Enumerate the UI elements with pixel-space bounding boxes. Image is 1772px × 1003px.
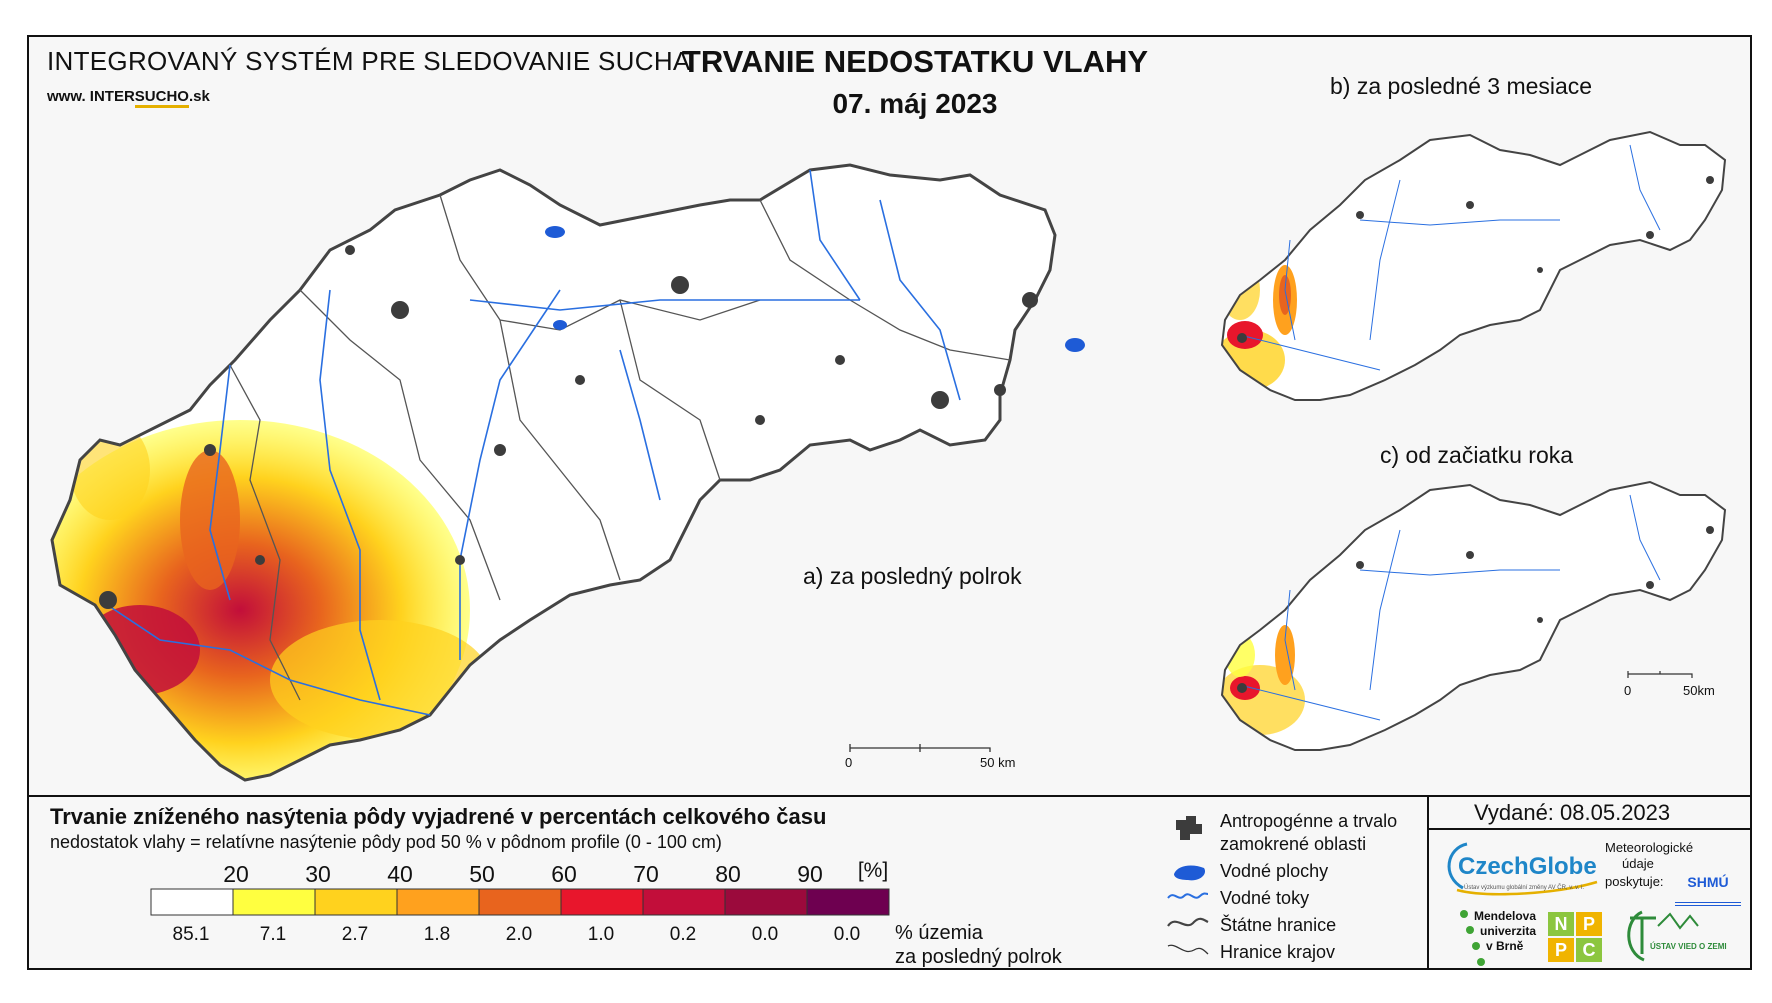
threshold-unit: [%] [857, 859, 889, 882]
nppc-letter: N [1548, 912, 1574, 936]
map-c-country [1222, 482, 1725, 750]
color-scale-class [396, 888, 480, 916]
percentage-value: 7.1 [259, 924, 287, 945]
legend-top-rule [27, 795, 1752, 797]
threshold-label: 40 [387, 861, 413, 887]
percentage-value: 85.1 [172, 924, 210, 945]
color-scale-class [560, 888, 644, 916]
main-scale-bar [849, 744, 991, 752]
threshold-label: 30 [305, 861, 331, 887]
urban-symbol-icon [1176, 816, 1202, 840]
map-b-rivers [1239, 144, 1661, 371]
color-scale-class [642, 888, 726, 916]
meteo-line3: poskytuje: [1605, 874, 1664, 889]
map-c-urban-areas [1237, 526, 1714, 693]
map-c-rivers [1239, 494, 1661, 721]
system-title: INTEGROVANÝ SYSTÉM PRE SLEDOVANIE SUCHA [47, 46, 691, 76]
map-date: 07. máj 2023 [832, 88, 998, 119]
threshold-label: 20 [223, 861, 249, 887]
percentage-value: 0.0 [751, 924, 779, 945]
color-scale-bar [150, 888, 890, 916]
percentage-value: 0.2 [669, 924, 697, 945]
shmu-logo: SHMÚ [1675, 862, 1741, 906]
nppc-letter: P [1548, 938, 1574, 962]
percentage-value: 1.0 [587, 924, 615, 945]
czechglobe-name: CzechGlobe [1458, 853, 1597, 880]
legend-water-bodies: Vodné plochy [1220, 861, 1329, 881]
legend-divider [1427, 795, 1429, 970]
nppc-logo: N P P C [1548, 912, 1602, 962]
website-name-underlined: SUCHO [134, 88, 189, 108]
legend-urban-line1: Antropogénne a trvalo [1220, 811, 1398, 831]
mendel-dot [1472, 942, 1480, 950]
percentage-value: 2.7 [341, 924, 369, 945]
threshold-label: 70 [633, 861, 659, 887]
mendel-dot [1477, 958, 1485, 966]
nppc-letter: C [1576, 938, 1602, 962]
website-suffix: .sk [188, 88, 210, 105]
small-scale-bar [1627, 671, 1693, 678]
river-icon [1167, 892, 1209, 899]
map-title: TRVANIE NEDOSTATKU VLAHY [681, 44, 1149, 79]
main-scale-end: 50 km [980, 755, 1016, 770]
pct-caption-2: za posledný polrok [895, 946, 1062, 968]
mendel-dot [1460, 910, 1468, 918]
map-b-label: b) za posledné 3 mesiace [1330, 73, 1593, 99]
legend-title: Trvanie zníženého nasýtenia pôdy vyjadre… [50, 804, 827, 829]
main-map-water-bodies [545, 226, 1085, 352]
color-scale-class [314, 888, 398, 916]
mendel-dot [1466, 926, 1474, 934]
mendel-line3: v Brně [1486, 939, 1524, 953]
small-scale-end: 50km [1683, 683, 1715, 698]
main-map-rivers [99, 169, 961, 716]
main-map-country [50, 163, 1057, 782]
color-scale-class [232, 888, 316, 916]
map-last-3-months [1220, 130, 1727, 401]
small-scale-zero: 0 [1624, 683, 1632, 698]
mendel-line1: Mendelova [1474, 909, 1537, 923]
percentage-value: 1.8 [423, 924, 451, 945]
map-a-label: a) za posledný polrok [803, 563, 1022, 589]
legend-state-border: Štátne hranice [1220, 915, 1337, 935]
percentage-value: 0.0 [833, 924, 861, 945]
threshold-label: 80 [715, 861, 741, 887]
color-scale-class [724, 888, 808, 916]
issued-rule [1427, 828, 1752, 830]
main-scale-zero: 0 [845, 755, 853, 770]
legend-subtitle: nedostatok vlahy = relatívne nasýtenie p… [50, 832, 722, 852]
main-map-urban-areas [99, 245, 1038, 609]
uvz-name: ÚSTAV VIED O ZEMI [1650, 942, 1727, 951]
color-scale-class [478, 888, 562, 916]
map-c-label: c) od začiatku roka [1380, 442, 1574, 468]
percentage-value: 2.0 [505, 924, 533, 945]
meteo-line1: Meteorologické [1605, 840, 1694, 855]
mendel-line2: univerzita [1480, 924, 1537, 938]
issued-date: Vydané: 08.05.2023 [1474, 800, 1671, 825]
legend-rivers: Vodné toky [1220, 888, 1310, 908]
website-prefix: www. [47, 88, 90, 105]
meteo-line2: údaje [1622, 856, 1654, 871]
website-link[interactable]: www. INTERSUCHO.sk [47, 88, 210, 108]
map-b-urban-areas [1237, 176, 1714, 343]
region-border-icon [1167, 944, 1209, 955]
state-border-icon [1167, 917, 1209, 927]
czechglobe-logo [1447, 842, 1598, 896]
pct-caption-1: % územia [895, 922, 983, 944]
legend-urban-line2: zamokrené oblasti [1220, 834, 1367, 854]
map-since-year-start [1220, 480, 1727, 751]
threshold-label: 60 [551, 861, 577, 887]
nppc-letter: P [1576, 912, 1602, 936]
water-body-icon [1174, 865, 1206, 881]
uvz-logo [1627, 910, 1699, 962]
website-name: INTER [89, 88, 135, 105]
map-b-country [1222, 132, 1725, 400]
threshold-label: 50 [469, 861, 495, 887]
main-map [50, 163, 1085, 782]
threshold-label: 90 [797, 861, 823, 887]
color-scale-class [806, 888, 890, 916]
legend-region-border: Hranice krajov [1220, 942, 1336, 962]
czechglobe-subtitle: Ústav výzkumu globální změny AV ČR, v. v… [1464, 885, 1585, 891]
color-scale-class [150, 888, 234, 916]
